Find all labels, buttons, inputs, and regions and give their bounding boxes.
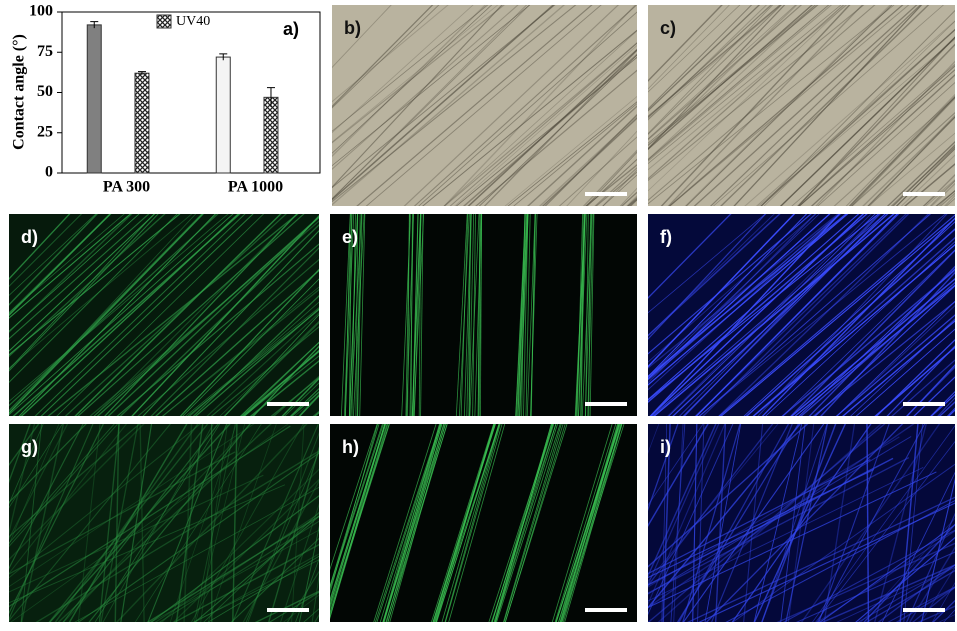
panel-label: f) (660, 227, 672, 247)
scale-bar (903, 192, 945, 196)
legend-swatch (157, 15, 171, 28)
panel-label: e) (342, 227, 358, 247)
bar (87, 25, 101, 173)
scale-bar (585, 402, 627, 406)
scale-bar (585, 608, 627, 612)
y-tick-label: 25 (37, 123, 53, 140)
scale-bar (267, 608, 309, 612)
fiber (0, 254, 7, 626)
panel-label: g) (21, 437, 38, 457)
scale-bar (903, 402, 945, 406)
y-axis-label: Contact angle (°) (11, 34, 28, 150)
y-tick-label: 75 (37, 43, 53, 60)
bar (264, 97, 278, 173)
scale-bar (585, 192, 627, 196)
image-panel: e) (330, 214, 637, 416)
scale-bar (903, 608, 945, 612)
panel-label: h) (342, 437, 359, 457)
panel-label: a) (283, 19, 299, 39)
panel-label: d) (21, 227, 38, 247)
scale-bar (267, 402, 309, 406)
bar (135, 73, 149, 173)
y-tick-label: 0 (45, 164, 53, 181)
panel-label: c) (660, 18, 676, 38)
x-tick-label: PA 1000 (228, 179, 283, 196)
image-panel: h) (313, 424, 637, 622)
panel-label: b) (344, 18, 361, 38)
y-tick-label: 50 (37, 83, 53, 100)
bar (216, 57, 230, 173)
y-tick-label: 100 (29, 3, 53, 20)
x-tick-label: PA 300 (103, 179, 150, 196)
panel-label: i) (660, 437, 671, 457)
legend-label: UV40 (176, 14, 210, 29)
